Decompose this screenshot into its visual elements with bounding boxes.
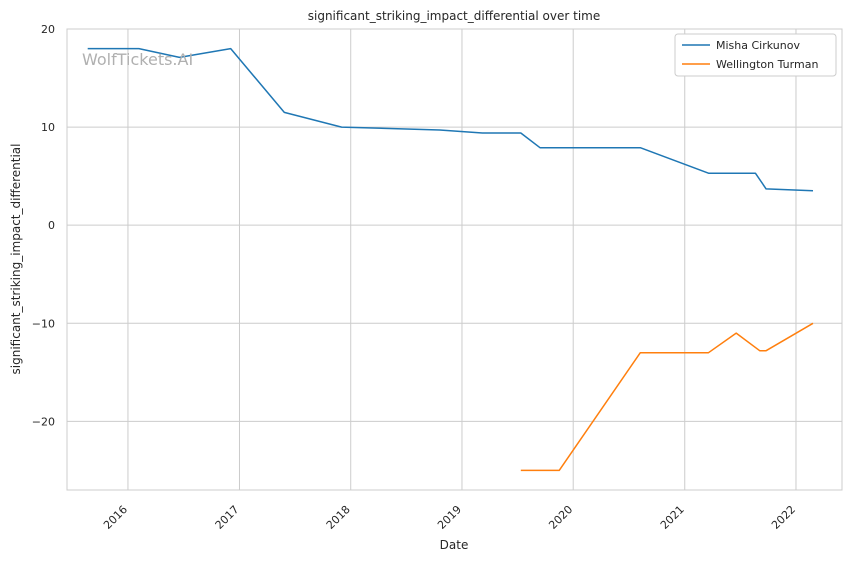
x-axis-label: Date	[440, 538, 469, 552]
series-line-misha-cirkunov	[87, 47, 814, 192]
legend-box	[674, 33, 837, 77]
chart-title: significant_striking_impact_differential…	[308, 9, 600, 23]
legend-label-misha-cirkunov: Misha Cirkunov	[716, 39, 800, 52]
series-line-wellington-turman	[520, 322, 814, 472]
y-tick-label-1: 10	[41, 121, 55, 134]
y-axis-label: significant_striking_impact_differential	[9, 144, 23, 375]
legend: Misha Cirkunov Wellington Turman	[674, 33, 837, 77]
legend-label-wellington-turman: Wellington Turman	[716, 58, 818, 71]
series-layer	[87, 47, 814, 472]
y-tick-label-2: 0	[48, 219, 55, 232]
watermark-text: WolfTickets.AI	[82, 50, 193, 69]
y-tick-label-3: −10	[32, 317, 55, 330]
y-tick-label-4: −20	[32, 415, 55, 428]
plot-frame	[66, 28, 843, 491]
y-tick-label-0: 20	[41, 23, 55, 36]
